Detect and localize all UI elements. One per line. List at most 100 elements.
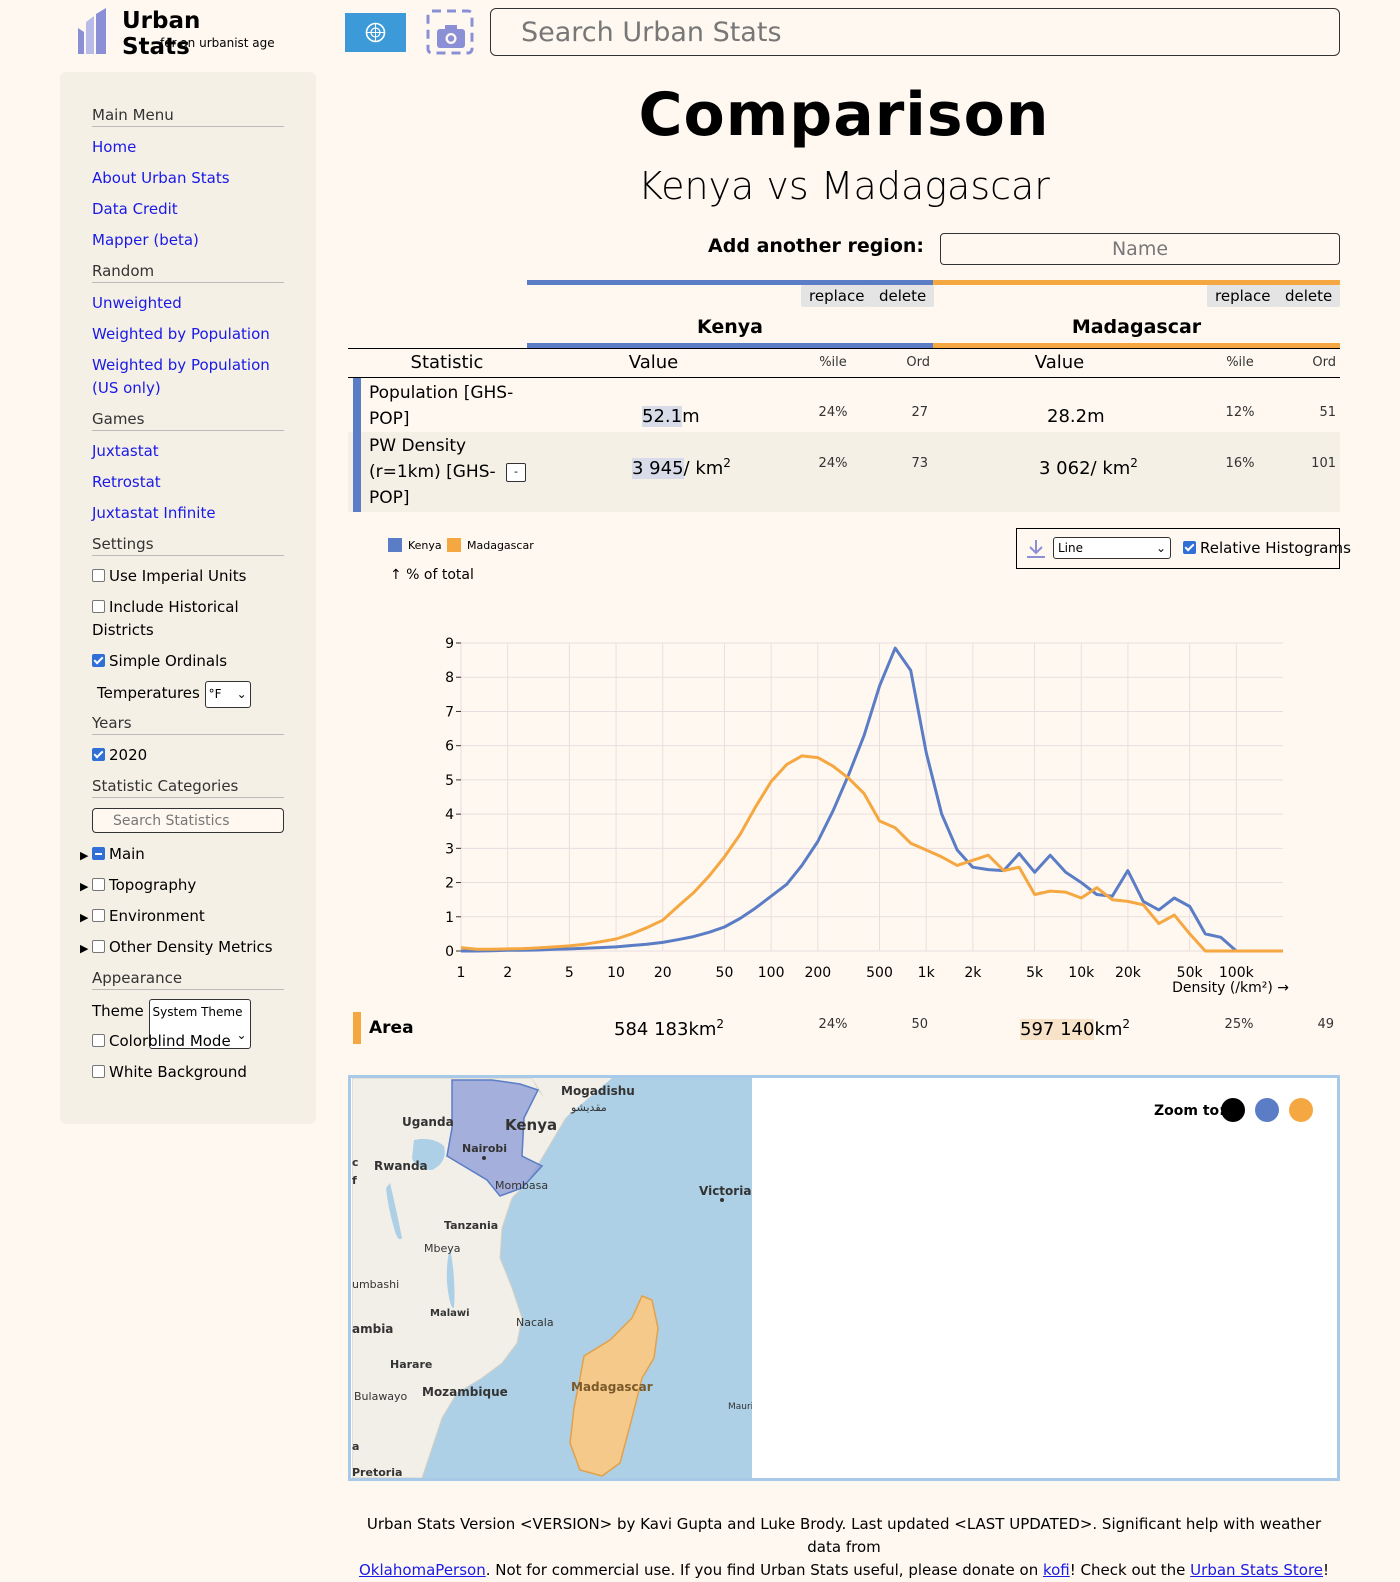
zoom-to-all-button[interactable]	[1221, 1098, 1245, 1122]
row-marker	[353, 432, 361, 512]
expand-histogram-button[interactable]: -	[506, 463, 526, 482]
map-label-zambia: ambia	[352, 1322, 393, 1336]
map-label-mozambique: Mozambique	[422, 1385, 508, 1399]
footer-link-store[interactable]: Urban Stats Store	[1190, 1561, 1324, 1579]
main-checkbox[interactable]	[92, 847, 105, 860]
zoom-to-kenya-button[interactable]	[1255, 1098, 1279, 1122]
relative-histograms-checkbox[interactable]	[1183, 541, 1196, 554]
map-label-mogadishu: Mogadishu	[561, 1084, 635, 1098]
madagascar-density-ord: 101	[1311, 456, 1336, 471]
footer-text-b: ! Check out the	[1069, 1561, 1191, 1579]
zoom-to-madagascar-button[interactable]	[1289, 1098, 1313, 1122]
sidebar-link-weighted-population-us[interactable]: Weighted by Population (US only)	[92, 356, 270, 397]
kenya-density-unit-sup: 2	[723, 456, 731, 470]
row-statistic-area[interactable]: Area	[369, 1018, 414, 1038]
temperatures-select[interactable]: °F ⌄	[204, 681, 251, 708]
setting-theme: Theme System Theme ⌄	[92, 999, 292, 1049]
setting-imperial-units[interactable]: Use Imperial Units	[92, 565, 292, 588]
column-header-kenya-value: Value	[628, 352, 679, 373]
map-label-victoria: Victoria	[699, 1184, 751, 1198]
x-tick-label: 100	[758, 965, 785, 981]
category-environment[interactable]: Environment	[92, 905, 292, 928]
sidebar-link-unweighted[interactable]: Unweighted	[92, 294, 182, 312]
y-tick-label: 2	[445, 876, 454, 892]
un-flag-button[interactable]	[345, 13, 406, 52]
sidebar-link-juxtastat-infinite[interactable]: Juxtastat Infinite	[92, 504, 216, 522]
madagascar-area-number: 597 140	[1020, 1019, 1095, 1040]
kenya-density-pctile: 24%	[818, 456, 848, 471]
expand-main-icon[interactable]: ▶	[80, 849, 89, 862]
footer: Urban Stats Version <VERSION> by Kavi Gu…	[348, 1513, 1340, 1582]
footer-link-oklahomaperson[interactable]: OklahomaPerson	[358, 1561, 486, 1579]
expand-other-density-icon[interactable]: ▶	[80, 942, 89, 955]
logo[interactable]: Urban Stats for an urbanist age	[76, 8, 276, 60]
expand-environment-icon[interactable]: ▶	[80, 911, 89, 924]
year-checkbox[interactable]	[92, 748, 105, 761]
table-row: Area 584 183km2 24% 50 597 140km2 25% 49	[348, 1010, 1340, 1046]
kenya-area-unit-sup: 2	[716, 1017, 725, 1031]
sidebar-link-data-credit[interactable]: Data Credit	[92, 200, 178, 218]
relative-histograms-toggle[interactable]: Relative Histograms	[1183, 539, 1351, 557]
map-panel[interactable]: Kenya Mogadishu مقديشو Uganda Nairobi Rw…	[348, 1075, 1340, 1481]
category-other-density[interactable]: Other Density Metrics	[92, 936, 292, 959]
setting-year-2020[interactable]: 2020	[92, 744, 292, 767]
kenya-delete-button[interactable]: delete	[871, 285, 935, 307]
page-title: Comparison	[638, 80, 1050, 150]
search-input[interactable]: Search Urban Stats	[490, 8, 1340, 56]
row-statistic-population[interactable]: Population [GHS-POP]	[369, 383, 514, 429]
sidebar-link-home[interactable]: Home	[92, 138, 137, 156]
map-label-nacala: Nacala	[516, 1316, 554, 1329]
footer-link-kofi[interactable]: kofi	[1042, 1561, 1070, 1579]
logo-icon	[78, 8, 106, 54]
madagascar-color-bar-top	[933, 280, 1340, 285]
topography-checkbox[interactable]	[92, 878, 105, 891]
page-subtitle: Kenya vs Madagascar	[638, 164, 1050, 208]
setting-white-background[interactable]: White Background	[92, 1061, 292, 1084]
simple-ordinals-checkbox[interactable]	[92, 654, 105, 667]
add-region-label: Add another region:	[708, 235, 924, 257]
map-label-uganda: Uganda	[402, 1115, 454, 1129]
sidebar-link-weighted-population[interactable]: Weighted by Population	[92, 325, 270, 343]
expand-topography-icon[interactable]: ▶	[80, 880, 89, 893]
imperial-checkbox[interactable]	[92, 569, 105, 582]
map-label-kenya: Kenya	[505, 1116, 557, 1134]
category-topography[interactable]: Topography	[92, 874, 292, 897]
row-statistic-pw-density[interactable]: PW Density (r=1km) [GHS-POP]	[369, 436, 496, 508]
other-density-checkbox[interactable]	[92, 940, 105, 953]
colorblind-checkbox[interactable]	[92, 1034, 105, 1047]
kenya-area-pctile: 24%	[818, 1017, 848, 1032]
white-background-checkbox[interactable]	[92, 1065, 105, 1078]
environment-checkbox[interactable]	[92, 909, 105, 922]
download-icon[interactable]	[1025, 538, 1047, 560]
kenya-replace-button[interactable]: replace	[801, 285, 873, 307]
sidebar-link-juxtastat[interactable]: Juxtastat	[92, 442, 159, 460]
historical-checkbox[interactable]	[92, 600, 105, 613]
sidebar-heading-games: Games	[92, 410, 284, 431]
madagascar-header[interactable]: Madagascar	[1071, 316, 1202, 338]
sidebar: Main Menu Home About Urban Stats Data Cr…	[60, 72, 316, 1124]
screenshot-button[interactable]	[426, 9, 474, 55]
madagascar-replace-button[interactable]: replace	[1207, 285, 1279, 307]
map[interactable]: Kenya Mogadishu مقديشو Uganda Nairobi Rw…	[352, 1078, 752, 1478]
statistics-search-input[interactable]: Search Statistics	[92, 808, 284, 833]
map-label-edge-a: a	[352, 1440, 359, 1453]
add-region-input[interactable]: Name	[940, 233, 1340, 265]
setting-historical-districts[interactable]: Include Historical Districts	[92, 596, 292, 642]
x-tick-label: 20k	[1115, 965, 1142, 981]
madagascar-density-pctile: 16%	[1225, 456, 1255, 471]
theme-select[interactable]: System Theme ⌄	[148, 999, 251, 1049]
sidebar-link-mapper[interactable]: Mapper (beta)	[92, 231, 199, 249]
column-header-kenya-pctile: %ile	[819, 355, 847, 370]
sidebar-link-retrostat[interactable]: Retrostat	[92, 473, 161, 491]
kenya-header[interactable]: Kenya	[696, 316, 763, 338]
sidebar-link-about[interactable]: About Urban Stats	[92, 169, 230, 187]
theme-label: Theme	[92, 1002, 144, 1020]
chart-type-select[interactable]: Line ⌄	[1053, 537, 1171, 559]
colorblind-label: Colorblind Mode	[109, 1032, 231, 1050]
kenya-density-ord: 73	[911, 456, 928, 471]
setting-colorblind[interactable]: Colorblind Mode	[92, 1030, 292, 1053]
setting-simple-ordinals[interactable]: Simple Ordinals	[92, 650, 292, 673]
madagascar-delete-button[interactable]: delete	[1277, 285, 1341, 307]
category-main[interactable]: Main	[92, 843, 292, 866]
